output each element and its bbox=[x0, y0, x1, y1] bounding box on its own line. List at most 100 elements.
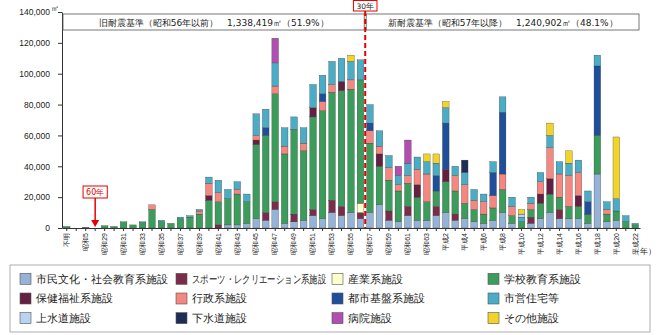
bar bbox=[423, 220, 430, 228]
bar bbox=[187, 215, 194, 216]
bar bbox=[319, 75, 326, 76]
y-tick: 60,000 bbox=[24, 131, 62, 141]
bar bbox=[130, 224, 137, 225]
divider-line bbox=[364, 11, 366, 228]
bar bbox=[63, 226, 70, 227]
bar bbox=[594, 66, 601, 135]
x-tick: 平成14 bbox=[556, 228, 563, 255]
x-tick-label: 昭和53 bbox=[328, 233, 335, 255]
x-tick bbox=[379, 228, 380, 231]
divider-label-box bbox=[353, 1, 377, 12]
bar bbox=[63, 226, 70, 227]
bar bbox=[82, 228, 89, 229]
x-tick: 昭和55 bbox=[347, 228, 354, 255]
bar bbox=[499, 213, 506, 228]
bar bbox=[537, 172, 544, 173]
bar bbox=[395, 176, 402, 185]
bar bbox=[537, 172, 544, 173]
bar bbox=[92, 228, 99, 229]
bar bbox=[575, 172, 582, 195]
x-tick-label: 昭和55 bbox=[347, 233, 354, 255]
x-tick-label: 平成12 bbox=[537, 233, 544, 255]
bar bbox=[111, 226, 118, 227]
bar bbox=[177, 217, 184, 218]
bar bbox=[130, 224, 137, 225]
bar bbox=[386, 155, 393, 167]
bar bbox=[509, 197, 516, 198]
bar bbox=[423, 162, 430, 174]
bar bbox=[243, 223, 250, 228]
bar bbox=[168, 223, 175, 224]
bar bbox=[556, 161, 563, 162]
bar bbox=[423, 154, 430, 162]
bar bbox=[234, 181, 241, 182]
bar bbox=[348, 61, 355, 80]
bar bbox=[281, 127, 288, 128]
bar bbox=[632, 223, 639, 224]
bar bbox=[518, 209, 525, 214]
x-tick: 平成16 bbox=[575, 228, 582, 255]
y-tick: 100,000 bbox=[19, 69, 62, 79]
bar bbox=[82, 227, 89, 228]
bar bbox=[348, 80, 355, 89]
x-tick-mark bbox=[341, 228, 342, 231]
x-tick: 昭和33 bbox=[139, 228, 146, 255]
bar bbox=[461, 160, 468, 172]
bar bbox=[613, 220, 620, 228]
x-tick bbox=[531, 228, 532, 231]
bar bbox=[234, 181, 241, 182]
bar bbox=[414, 169, 421, 184]
legend-item: 産業系施設 bbox=[332, 273, 403, 285]
bar bbox=[376, 166, 383, 205]
legend-label: 市民文化・社会教育系施設 bbox=[36, 273, 168, 285]
bar bbox=[528, 203, 535, 209]
bar bbox=[300, 127, 307, 128]
bar bbox=[206, 177, 213, 183]
bar bbox=[376, 154, 383, 166]
legend-swatch bbox=[488, 273, 499, 284]
bar bbox=[291, 116, 298, 117]
x-tick-mark bbox=[294, 228, 295, 231]
bar bbox=[376, 130, 383, 131]
bar bbox=[319, 75, 326, 76]
bar bbox=[386, 180, 393, 211]
bar bbox=[537, 203, 544, 218]
bar bbox=[82, 228, 89, 229]
bar bbox=[556, 161, 563, 162]
bar bbox=[63, 226, 70, 227]
bar bbox=[130, 224, 137, 225]
x-axis: 不明昭和5昭和29昭和31昭和33昭和35昭和37昭和39昭和41昭和43昭和4… bbox=[63, 228, 641, 255]
bar bbox=[168, 223, 175, 224]
bar bbox=[528, 197, 535, 198]
bar bbox=[310, 84, 317, 85]
x-tick-mark bbox=[275, 228, 276, 231]
bar bbox=[253, 140, 260, 145]
bar bbox=[338, 81, 345, 90]
bar bbox=[490, 208, 497, 220]
bar bbox=[547, 179, 554, 194]
bar bbox=[158, 220, 165, 221]
bar bbox=[338, 58, 345, 59]
bar bbox=[594, 135, 601, 174]
bar bbox=[272, 86, 279, 94]
bar bbox=[215, 202, 222, 225]
bar bbox=[215, 180, 222, 181]
bar bbox=[225, 189, 232, 198]
bar bbox=[575, 160, 582, 161]
bar bbox=[613, 137, 620, 199]
y-tick-label: 0 bbox=[45, 223, 50, 233]
bar bbox=[405, 140, 412, 163]
bar bbox=[206, 183, 213, 195]
x-tick-label: 昭和33 bbox=[139, 233, 146, 255]
legend-swatch bbox=[176, 293, 187, 304]
arrow-label: 60年 bbox=[86, 188, 104, 197]
x-tick: 昭和31 bbox=[120, 228, 127, 255]
x-tick-mark bbox=[445, 228, 446, 231]
bar bbox=[92, 228, 99, 229]
x-tick bbox=[625, 228, 626, 231]
bar bbox=[471, 209, 478, 221]
x-tick bbox=[152, 228, 153, 231]
x-tick bbox=[95, 228, 96, 231]
bar bbox=[329, 61, 336, 62]
x-tick-mark bbox=[114, 228, 115, 231]
